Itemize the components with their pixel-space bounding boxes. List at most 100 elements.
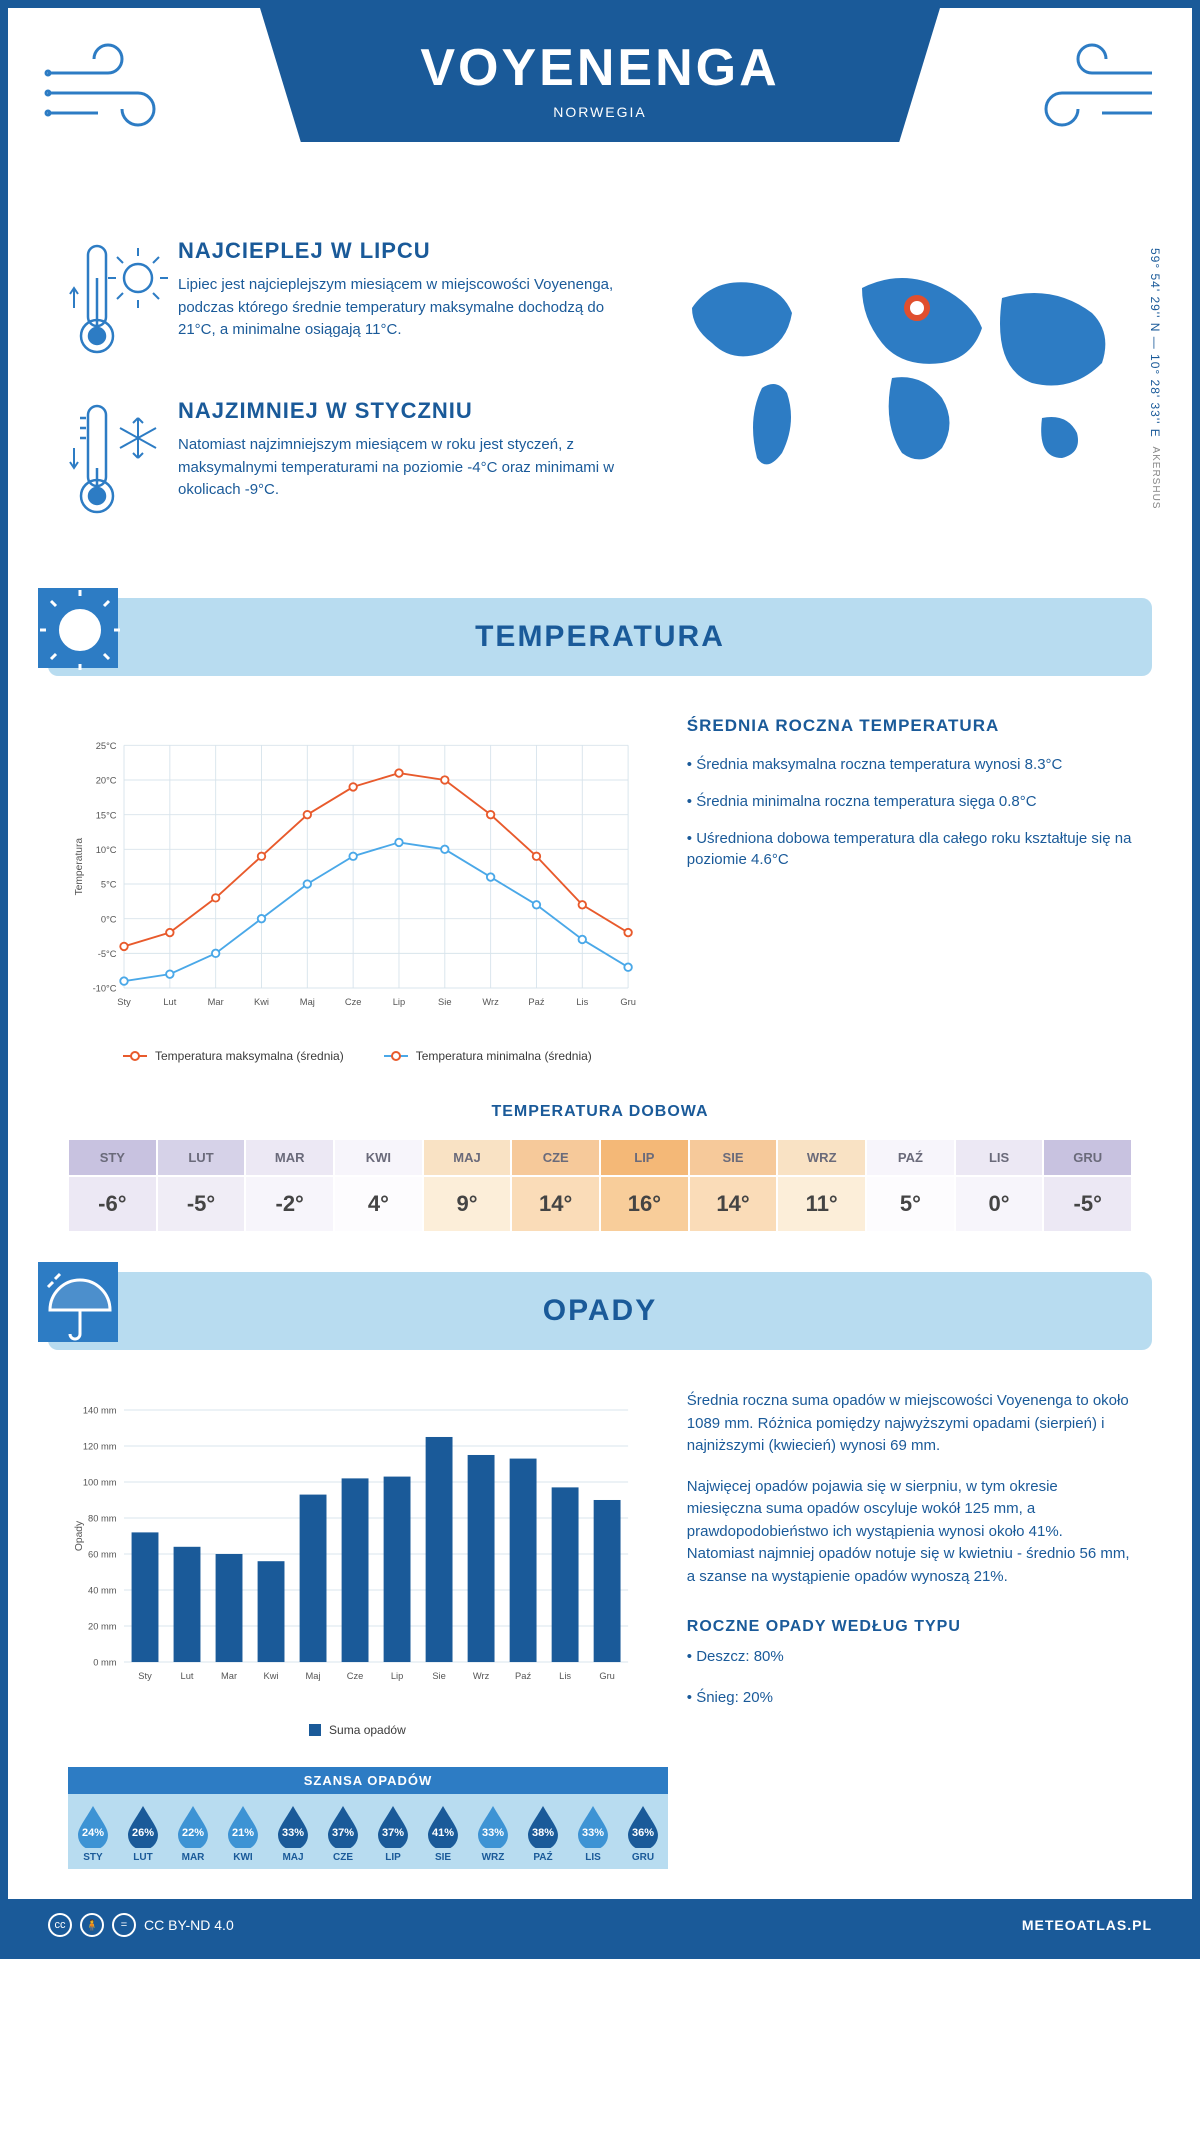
precipitation-info: Średnia roczna suma opadów w miejscowośc…	[647, 1390, 1132, 1737]
svg-text:Lut: Lut	[181, 1671, 194, 1681]
temp-bullet: • Średnia minimalna roczna temperatura s…	[687, 791, 1132, 812]
chance-cell: 21%KWI	[218, 1804, 268, 1863]
daily-month-header: GRU	[1043, 1139, 1132, 1176]
svg-text:Kwi: Kwi	[254, 997, 269, 1007]
precip-type-bullet: • Śnieg: 20%	[687, 1687, 1132, 1710]
temperature-section: -10°C-5°C0°C5°C10°C15°C20°C25°CStyLutMar…	[8, 676, 1192, 1093]
thermometer-hot-icon	[68, 238, 178, 363]
daily-month-value: 14°	[689, 1176, 778, 1232]
svg-text:37%: 37%	[382, 1827, 404, 1839]
coldest-title: NAJZIMNIEJ W STYCZNIU	[178, 398, 632, 424]
svg-text:37%: 37%	[332, 1827, 354, 1839]
svg-text:10°C: 10°C	[96, 845, 117, 855]
svg-text:80 mm: 80 mm	[88, 1514, 117, 1524]
temperature-heading: TEMPERATURA	[48, 620, 1152, 654]
daily-month-value: 9°	[423, 1176, 512, 1232]
daily-month-value: 11°	[777, 1176, 866, 1232]
temp-info-title: ŚREDNIA ROCZNA TEMPERATURA	[687, 716, 1132, 736]
warmest-text: Lipiec jest najcieplejszym miesiącem w m…	[178, 274, 632, 342]
footer: cc 🧍 = CC BY-ND 4.0 METEOATLAS.PL	[8, 1899, 1192, 1951]
svg-text:33%: 33%	[482, 1827, 504, 1839]
daily-temperature: TEMPERATURA DOBOWA STYLUTMARKWIMAJCZELIP…	[8, 1093, 1192, 1272]
svg-text:Cze: Cze	[345, 997, 362, 1007]
chance-cell: 41%SIE	[418, 1804, 468, 1863]
svg-text:Gru: Gru	[620, 997, 636, 1007]
wind-icon	[43, 38, 193, 153]
umbrella-icon	[38, 1262, 138, 1362]
svg-text:Opady: Opady	[74, 1520, 85, 1551]
svg-text:Mar: Mar	[208, 997, 224, 1007]
temp-bullet: • Uśredniona dobowa temperatura dla całe…	[687, 828, 1132, 870]
thermometer-cold-icon	[68, 398, 178, 523]
daily-month-header: MAJ	[423, 1139, 512, 1176]
svg-text:60 mm: 60 mm	[88, 1550, 117, 1560]
coordinates: 59° 54' 29'' N — 10° 28' 33'' E AKERSHUS	[1148, 248, 1162, 509]
daily-month-value: -6°	[68, 1176, 157, 1232]
svg-text:Lip: Lip	[391, 1671, 403, 1681]
svg-text:100 mm: 100 mm	[83, 1478, 117, 1488]
daily-month-value: 5°	[866, 1176, 955, 1232]
daily-month-value: -2°	[245, 1176, 334, 1232]
precipitation-chart: 0 mm20 mm40 mm60 mm80 mm100 mm120 mm140 …	[68, 1390, 647, 1737]
daily-month-header: LUT	[157, 1139, 246, 1176]
svg-text:Paź: Paź	[528, 997, 544, 1007]
daily-month-value: 4°	[334, 1176, 423, 1232]
title-banner: VOYENENGA NORWEGIA	[260, 8, 940, 142]
precip-type-bullet: • Deszcz: 80%	[687, 1646, 1132, 1669]
svg-text:Sty: Sty	[138, 1671, 152, 1681]
svg-text:Lip: Lip	[393, 997, 405, 1007]
svg-text:Paź: Paź	[515, 1671, 531, 1681]
temperature-banner: TEMPERATURA	[48, 598, 1152, 676]
svg-text:40 mm: 40 mm	[88, 1586, 117, 1596]
daily-month-header: WRZ	[777, 1139, 866, 1176]
svg-text:21%: 21%	[232, 1827, 254, 1839]
daily-month-header: SIE	[689, 1139, 778, 1176]
svg-text:Lis: Lis	[559, 1671, 571, 1681]
sun-icon	[38, 588, 138, 688]
precipitation-chance: SZANSA OPADÓW 24%STY26%LUT22%MAR21%KWI33…	[68, 1767, 668, 1869]
svg-text:140 mm: 140 mm	[83, 1406, 117, 1416]
svg-text:26%: 26%	[132, 1827, 154, 1839]
svg-text:-10°C: -10°C	[93, 984, 117, 994]
svg-text:Sie: Sie	[432, 1671, 445, 1681]
svg-text:Wrz: Wrz	[482, 997, 499, 1007]
svg-text:41%: 41%	[432, 1827, 454, 1839]
svg-text:Sty: Sty	[117, 997, 131, 1007]
svg-text:0 mm: 0 mm	[93, 1658, 117, 1668]
svg-text:22%: 22%	[182, 1827, 204, 1839]
license: cc 🧍 = CC BY-ND 4.0	[48, 1913, 234, 1937]
precipitation-heading: OPADY	[48, 1294, 1152, 1328]
world-map-block: 59° 54' 29'' N — 10° 28' 33'' E AKERSHUS	[662, 238, 1132, 558]
daily-month-value: -5°	[1043, 1176, 1132, 1232]
daily-month-header: CZE	[511, 1139, 600, 1176]
coldest-text: Natomiast najzimniejszym miesiącem w rok…	[178, 434, 632, 502]
svg-text:Lis: Lis	[576, 997, 588, 1007]
svg-text:120 mm: 120 mm	[83, 1442, 117, 1452]
svg-text:Cze: Cze	[347, 1671, 364, 1681]
daily-temp-title: TEMPERATURA DOBOWA	[68, 1103, 1132, 1121]
chance-cell: 33%WRZ	[468, 1804, 518, 1863]
chance-cell: 33%MAJ	[268, 1804, 318, 1863]
svg-text:Kwi: Kwi	[264, 1671, 279, 1681]
temperature-legend: .legend-swatch:nth-child(1)::after{borde…	[68, 1049, 647, 1063]
intro-section: NAJCIEPLEJ W LIPCU Lipiec jest najcieple…	[8, 238, 1192, 598]
temperature-chart: -10°C-5°C0°C5°C10°C15°C20°C25°CStyLutMar…	[68, 716, 647, 1063]
svg-text:33%: 33%	[282, 1827, 304, 1839]
chance-cell: 24%STY	[68, 1804, 118, 1863]
chance-cell: 22%MAR	[168, 1804, 218, 1863]
wind-icon	[1007, 38, 1157, 153]
city-title: VOYENENGA	[260, 38, 940, 98]
daily-month-value: 16°	[600, 1176, 689, 1232]
nd-icon: =	[112, 1913, 136, 1937]
cc-icon: cc	[48, 1913, 72, 1937]
precipitation-legend: Suma opadów	[68, 1723, 647, 1737]
svg-text:Maj: Maj	[306, 1671, 321, 1681]
daily-month-header: PAŹ	[866, 1139, 955, 1176]
svg-text:Lut: Lut	[163, 997, 176, 1007]
svg-text:25°C: 25°C	[96, 741, 117, 751]
site-name: METEOATLAS.PL	[1022, 1917, 1152, 1933]
daily-month-value: 0°	[955, 1176, 1044, 1232]
header: VOYENENGA NORWEGIA	[8, 8, 1192, 238]
daily-month-header: STY	[68, 1139, 157, 1176]
svg-text:Sie: Sie	[438, 997, 451, 1007]
